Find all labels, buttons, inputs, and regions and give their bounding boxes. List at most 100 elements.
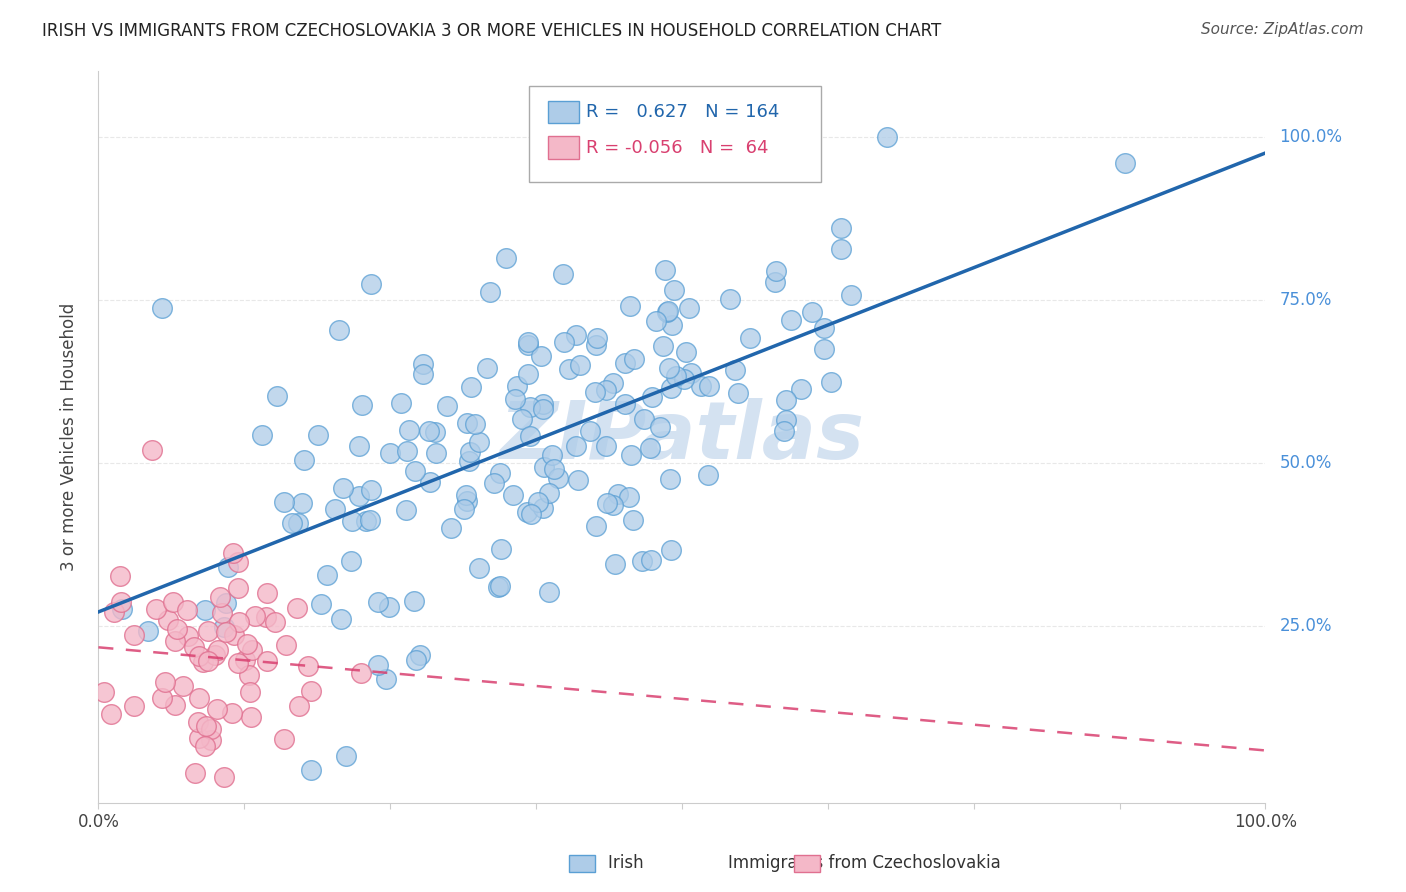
Point (460, 380, 482, 394)
Point (266, 389, 288, 403)
Point (197, 624, 219, 638)
Point (586, 330, 609, 344)
Point (122, 628, 145, 642)
Text: R =   0.627   N = 164: R = 0.627 N = 164 (586, 103, 780, 121)
Point (316, 568, 339, 582)
Point (307, 428, 329, 442)
Point (678, 301, 700, 315)
Point (335, 748, 357, 763)
Point (596, 495, 619, 509)
Point (659, 542, 682, 557)
Point (187, 691, 209, 706)
Point (517, 338, 540, 352)
Point (813, 342, 835, 356)
Point (724, 363, 747, 377)
Point (100, 707, 122, 722)
Point (425, 445, 447, 459)
Point (145, 601, 167, 615)
Point (224, 628, 246, 642)
Point (214, 597, 236, 611)
Point (519, 401, 541, 415)
Point (287, 516, 309, 530)
Point (519, 428, 541, 442)
Point (405, 653, 427, 667)
Point (623, 351, 645, 366)
Point (657, 304, 679, 318)
Point (165, 634, 187, 648)
Point (516, 335, 538, 350)
Point (172, 679, 194, 693)
Point (367, 595, 389, 609)
Point (740, 330, 762, 344)
Point (681, 366, 703, 380)
Point (557, 362, 579, 376)
Point (236, 637, 259, 651)
Point (228, 615, 250, 630)
Point (162, 595, 184, 609)
Point (138, 624, 160, 638)
Point (226, 656, 249, 670)
Point (256, 654, 278, 668)
Point (217, 559, 239, 574)
Point (359, 513, 381, 527)
Text: Source: ZipAtlas.com: Source: ZipAtlas.com (1201, 22, 1364, 37)
Point (516, 368, 538, 382)
Point (602, 498, 624, 512)
Point (640, 441, 662, 455)
Point (531, 402, 554, 417)
Point (510, 412, 533, 426)
Point (475, 360, 498, 375)
Point (672, 372, 695, 386)
Point (273, 732, 295, 747)
Point (377, 599, 399, 614)
Point (166, 622, 188, 636)
Point (482, 475, 505, 490)
Point (657, 305, 679, 319)
Point (281, 516, 304, 530)
Text: 25.0%: 25.0% (1279, 617, 1331, 635)
Point (256, 586, 278, 600)
Point (211, 607, 233, 621)
Point (658, 472, 681, 486)
Point (820, 375, 842, 389)
Point (453, 502, 475, 516)
Point (531, 501, 554, 516)
Point (830, 221, 852, 235)
Point (619, 490, 641, 504)
Point (177, 629, 200, 643)
Point (614, 397, 637, 411)
Point (479, 285, 502, 299)
Point (675, 345, 697, 359)
Point (292, 453, 315, 467)
Point (602, 376, 624, 390)
Y-axis label: 3 or more Vehicles in Household: 3 or more Vehicles in Household (59, 303, 77, 571)
Point (419, 475, 441, 489)
Point (412, 357, 434, 371)
Point (110, 595, 132, 609)
Point (569, 358, 592, 372)
Point (163, 698, 186, 712)
Point (652, 339, 675, 353)
Point (205, 702, 228, 716)
Point (395, 443, 418, 458)
Point (662, 283, 685, 297)
Point (1114, 156, 1136, 170)
Point (212, 620, 235, 634)
Point (404, 464, 426, 478)
Point (200, 722, 222, 736)
Point (150, 691, 173, 706)
Point (464, 417, 486, 432)
Point (250, 427, 273, 442)
Point (585, 519, 607, 533)
Point (110, 569, 132, 583)
Point (374, 673, 396, 687)
Point (188, 648, 211, 663)
Point (347, 439, 370, 453)
Point (491, 541, 513, 556)
Point (801, 305, 824, 319)
Point (790, 382, 813, 396)
Point (620, 448, 643, 462)
Point (648, 420, 671, 434)
Point (239, 684, 262, 698)
Point (773, 424, 796, 438)
